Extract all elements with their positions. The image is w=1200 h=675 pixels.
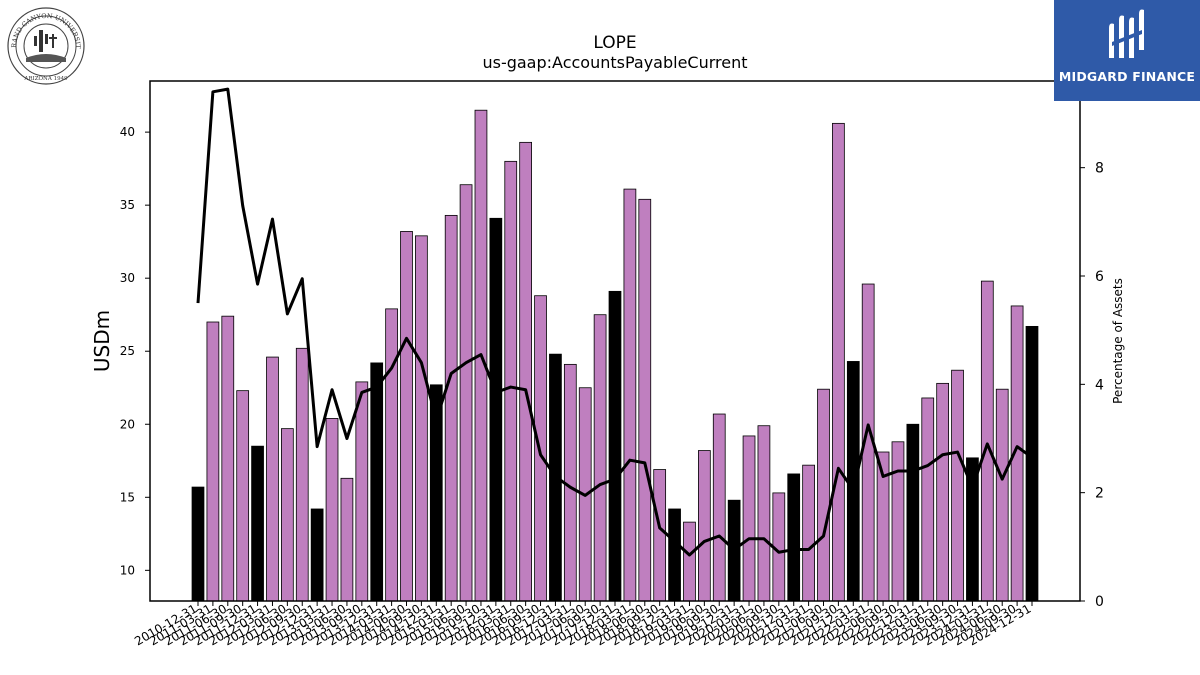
bar-2019-09-30 [712, 413, 726, 602]
bar-2020-06-30 [757, 425, 771, 602]
bar-2022-12-31 [906, 423, 920, 602]
bar-2018-09-30 [653, 469, 667, 602]
y-tick-label: 30 [120, 271, 135, 285]
bar-2018-12-31 [668, 508, 681, 602]
bar-2011-06-30 [221, 315, 235, 602]
bar-2017-12-31 [608, 290, 622, 602]
bar-2014-09-30 [415, 235, 428, 602]
bar-2019-03-31 [683, 521, 696, 602]
bar-2022-09-30 [891, 441, 905, 602]
y2-tick-label: 8 [1095, 161, 1104, 177]
bar-2014-03-31 [385, 308, 398, 602]
bar-2020-12-31 [787, 473, 801, 602]
midgard-finance-brand-text: MIDGARD FINANCE [1058, 69, 1196, 84]
bar-2012-06-30 [280, 428, 294, 602]
bar-2024-03-31 [980, 280, 994, 602]
percentage-line [196, 87, 1033, 557]
y-tick-label: 25 [120, 344, 135, 358]
midgard-finance-logo: MIDGARD FINANCE [1054, 0, 1200, 101]
bar-2010-12-31 [191, 486, 205, 602]
y2-tick-label: 0 [1095, 594, 1104, 610]
y-tick-label: 40 [120, 125, 135, 139]
bar-2018-06-30 [638, 198, 652, 602]
chart-title: LOPE [593, 33, 636, 53]
university-seal-logo: GRAND CANYON UNIVERSITY ARIZONA 1949 [3, 0, 86, 86]
bar-2012-03-31 [266, 356, 279, 602]
bar-2012-12-31 [310, 508, 324, 602]
bar-2021-09-30 [832, 122, 845, 602]
bar-2015-06-30 [459, 184, 473, 602]
bar-2019-06-30 [698, 450, 711, 602]
bar-2018-03-31 [623, 188, 637, 602]
bar-2012-09-30 [295, 347, 309, 602]
y2-tick-label: 6 [1095, 269, 1104, 285]
bar-2024-12-31 [1025, 325, 1039, 602]
bar-2015-12-31 [489, 217, 503, 602]
bar-2011-12-31 [251, 445, 264, 602]
bar-2016-06-30 [519, 141, 533, 602]
x-axis: 2010-12-312011-03-312011-06-302011-09-30… [132, 601, 1034, 648]
bar-2013-06-30 [340, 477, 354, 602]
bar-2024-06-30 [995, 388, 1009, 602]
y-tick-label: 20 [120, 417, 135, 431]
bar-2013-03-31 [325, 418, 339, 602]
bar-2023-09-30 [951, 369, 964, 602]
bar-2011-09-30 [236, 390, 250, 602]
bar-2023-03-31 [921, 397, 935, 602]
percentage-of-assets-line [196, 87, 1033, 557]
y2-axis: 0 2 4 6 8 [1080, 161, 1104, 610]
bar-2013-09-30 [355, 381, 369, 602]
y-tick-label: 35 [120, 198, 135, 212]
bar-2017-09-30 [593, 314, 607, 602]
bar-2014-06-30 [400, 231, 413, 602]
bar-2023-06-30 [936, 382, 950, 602]
bar-2016-03-31 [504, 160, 518, 602]
y2-axis-label: Percentage of Assets [1111, 278, 1125, 404]
bar-2013-12-31 [370, 362, 384, 602]
bars [191, 109, 1039, 602]
y2-tick-label: 2 [1095, 486, 1104, 502]
chart-subtitle: us-gaap:AccountsPayableCurrent [482, 53, 747, 72]
bar-2021-12-31 [846, 361, 860, 602]
bar-2015-03-31 [444, 214, 458, 602]
bar-2021-03-31 [802, 464, 815, 602]
bar-2021-06-30 [817, 388, 830, 602]
y-tick-label: 15 [120, 490, 135, 504]
y-tick-label: 10 [120, 563, 135, 577]
y-axis-label: USDm [90, 310, 114, 372]
svg-text:ARIZONA 1949: ARIZONA 1949 [23, 76, 68, 82]
bar-2011-03-31 [206, 321, 220, 602]
y-axis: 10 15 20 25 30 35 40 [120, 125, 150, 577]
y2-tick-label: 4 [1095, 377, 1104, 393]
bar-2020-03-31 [742, 435, 756, 602]
